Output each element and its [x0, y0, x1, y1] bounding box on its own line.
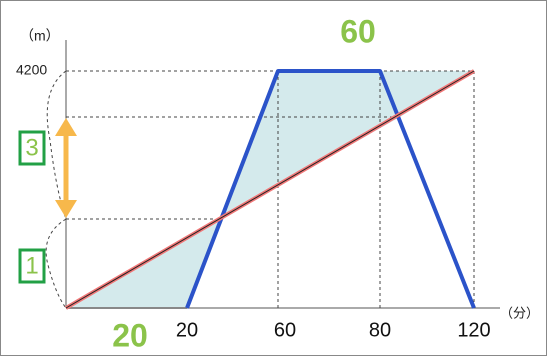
box-upper: [18, 130, 46, 166]
box-upper-text: 3: [25, 134, 38, 161]
y-unit: （m）: [20, 28, 60, 44]
x-unit: （分）: [500, 305, 539, 320]
red-path-edge: [65, 70, 475, 309]
bottom-annotation: 20: [112, 317, 148, 353]
double-arrow: [55, 118, 77, 218]
x-label: 80: [369, 319, 391, 341]
blue-path: [185, 69, 476, 309]
y-label: 4200: [16, 62, 47, 78]
x-label: 60: [274, 319, 296, 341]
box-lower: [18, 248, 46, 284]
guides: [45, 70, 475, 309]
x-label: 20: [176, 319, 198, 341]
box-lower-text: 1: [25, 252, 38, 279]
top-annotation: 60: [340, 13, 376, 49]
x-label: 120: [457, 319, 490, 341]
